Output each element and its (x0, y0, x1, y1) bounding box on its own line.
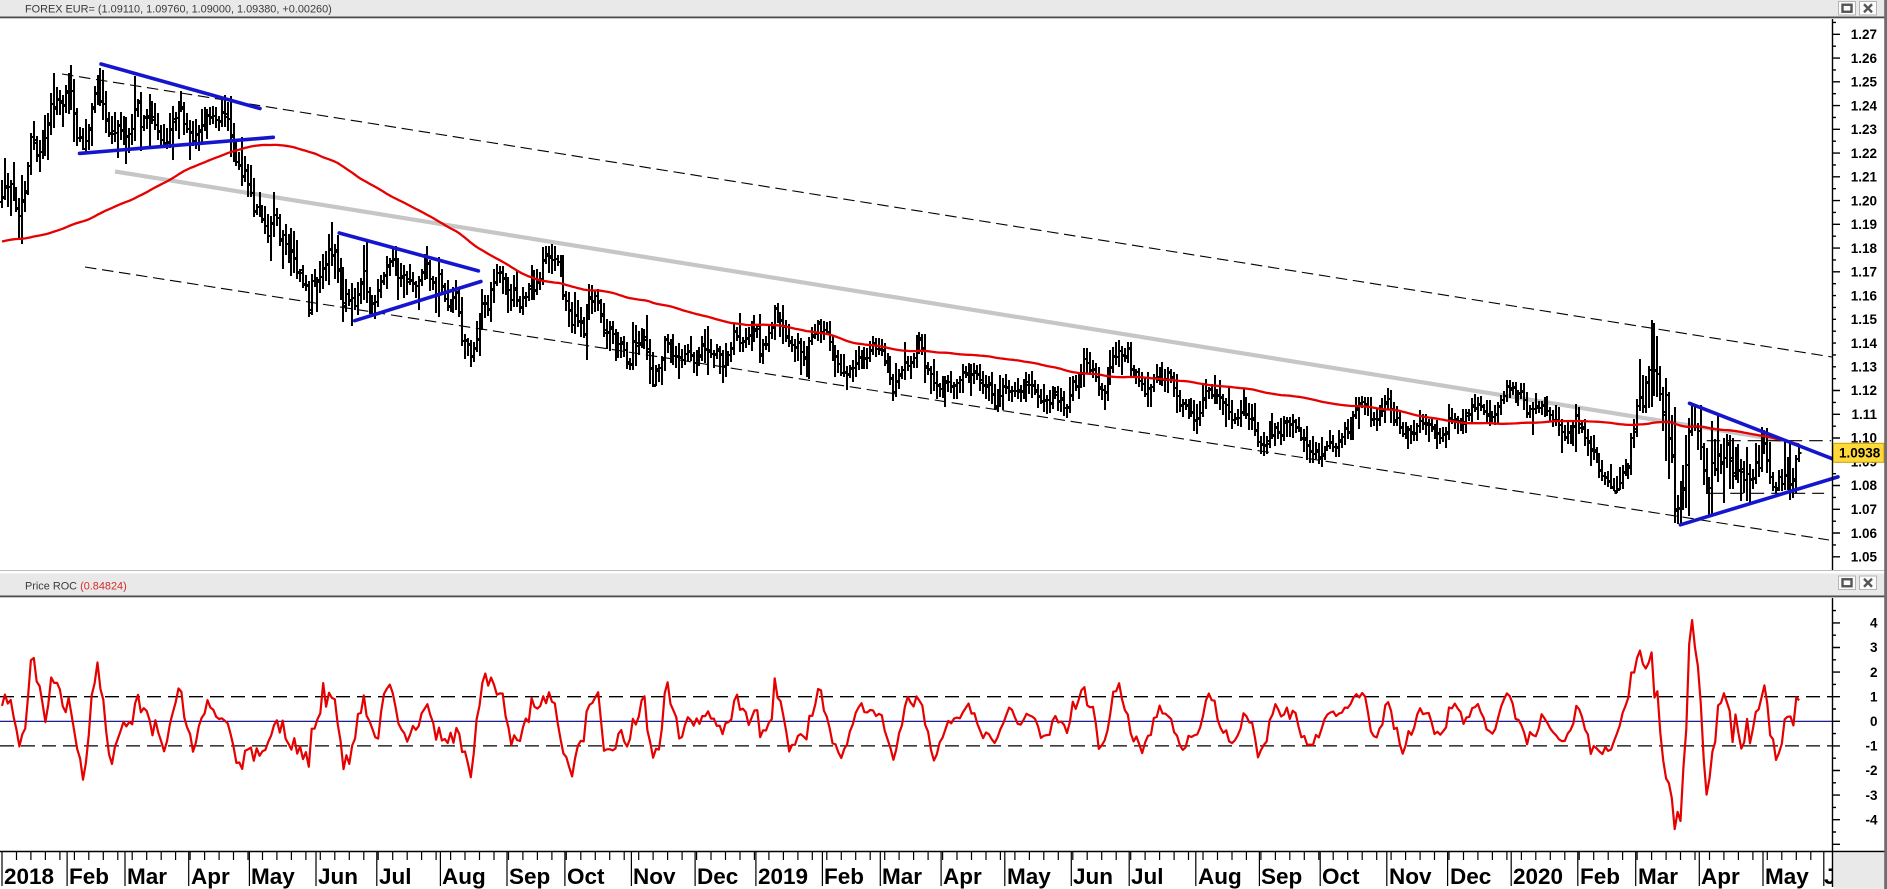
svg-text:2: 2 (1870, 665, 1878, 680)
svg-text:1.14: 1.14 (1851, 336, 1878, 351)
svg-text:1.16: 1.16 (1851, 288, 1878, 303)
svg-text:May: May (251, 864, 295, 889)
svg-text:Dec: Dec (697, 864, 738, 889)
svg-text:1.25: 1.25 (1851, 75, 1878, 90)
svg-text:Mar: Mar (882, 864, 922, 889)
svg-text:Mar: Mar (1638, 864, 1678, 889)
svg-text:1.24: 1.24 (1851, 98, 1878, 113)
svg-text:1.12: 1.12 (1851, 383, 1877, 398)
svg-text:1.18: 1.18 (1851, 241, 1878, 256)
svg-text:1.05: 1.05 (1851, 550, 1878, 565)
svg-text:Sep: Sep (509, 864, 550, 889)
svg-text:0: 0 (1870, 714, 1878, 729)
svg-text:Mar: Mar (127, 864, 167, 889)
svg-text:Apr: Apr (191, 864, 230, 889)
svg-text:2018: 2018 (4, 864, 54, 889)
svg-text:1.26: 1.26 (1851, 51, 1878, 66)
svg-text:1.23: 1.23 (1851, 122, 1878, 137)
svg-text:Jun: Jun (1073, 864, 1113, 889)
svg-text:2019: 2019 (758, 864, 808, 889)
svg-text:1.27: 1.27 (1851, 27, 1877, 42)
svg-text:Nov: Nov (1389, 864, 1432, 889)
svg-text:Apr: Apr (1701, 864, 1740, 889)
svg-text:Aug: Aug (1198, 864, 1242, 889)
svg-text:May: May (1765, 864, 1809, 889)
svg-text:1.15: 1.15 (1851, 312, 1878, 327)
svg-text:1.08: 1.08 (1851, 478, 1878, 493)
svg-text:1.0938: 1.0938 (1839, 446, 1881, 461)
svg-text:Feb: Feb (824, 864, 864, 889)
svg-text:Jul: Jul (379, 864, 412, 889)
svg-text:Jun: Jun (1824, 864, 1864, 889)
svg-text:1.21: 1.21 (1851, 170, 1878, 185)
svg-text:-2: -2 (1865, 763, 1877, 778)
svg-text:Feb: Feb (1580, 864, 1620, 889)
svg-text:1.07: 1.07 (1851, 502, 1877, 517)
svg-text:1.06: 1.06 (1851, 526, 1878, 541)
svg-text:1.20: 1.20 (1851, 193, 1877, 208)
svg-text:Aug: Aug (442, 864, 486, 889)
svg-text:Jul: Jul (1131, 864, 1164, 889)
svg-text:Dec: Dec (1450, 864, 1491, 889)
svg-text:1.13: 1.13 (1851, 360, 1878, 375)
svg-text:1.19: 1.19 (1851, 217, 1877, 232)
svg-text:4: 4 (1870, 616, 1878, 631)
svg-text:Feb: Feb (69, 864, 109, 889)
svg-text:Oct: Oct (567, 864, 605, 889)
svg-text:-4: -4 (1865, 812, 1877, 827)
svg-text:1.22: 1.22 (1851, 146, 1877, 161)
svg-text:-1: -1 (1865, 739, 1877, 754)
svg-text:Jun: Jun (318, 864, 358, 889)
svg-text:1.17: 1.17 (1851, 265, 1877, 280)
svg-text:1.11: 1.11 (1851, 407, 1877, 422)
svg-text:Nov: Nov (633, 864, 676, 889)
svg-text:Oct: Oct (1322, 864, 1360, 889)
svg-text:2020: 2020 (1513, 864, 1563, 889)
svg-text:1: 1 (1870, 689, 1878, 704)
svg-text:3: 3 (1870, 640, 1878, 655)
svg-text:FOREX EUR= (1.09110, 1.09760,: FOREX EUR= (1.09110, 1.09760, 1.09000, 1… (25, 4, 332, 16)
svg-text:May: May (1007, 864, 1051, 889)
svg-text:Price ROC (0.84824): Price ROC (0.84824) (25, 581, 127, 593)
svg-text:Apr: Apr (943, 864, 982, 889)
svg-text:1.10: 1.10 (1851, 431, 1877, 446)
svg-text:-3: -3 (1865, 788, 1877, 803)
svg-text:Sep: Sep (1261, 864, 1302, 889)
